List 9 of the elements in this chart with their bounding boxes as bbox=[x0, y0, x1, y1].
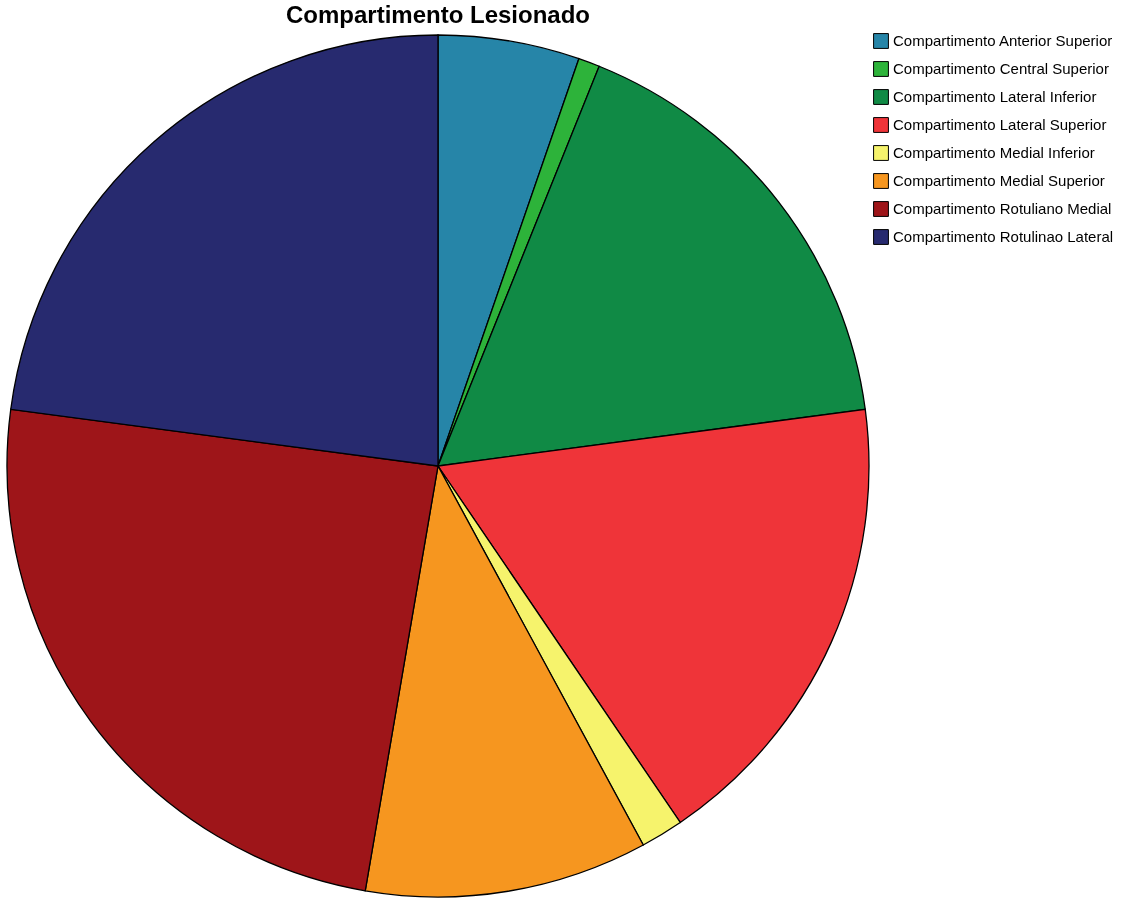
legend-label: Compartimento Medial Inferior bbox=[893, 144, 1095, 161]
chart-title: Compartimento Lesionado bbox=[285, 1, 591, 29]
legend-label: Compartimento Central Superior bbox=[893, 60, 1109, 77]
legend-label: Compartimento Rotuliano Medial bbox=[893, 200, 1112, 217]
legend-label: Compartimento Anterior Superior bbox=[893, 32, 1113, 49]
legend-label: Compartimento Rotulinao Lateral bbox=[893, 228, 1114, 245]
legend-label: Compartimento Lateral Inferior bbox=[893, 88, 1097, 105]
legend-label: Compartimento Medial Superior bbox=[893, 172, 1105, 189]
legend-label: Compartimento Lateral Superior bbox=[893, 116, 1107, 133]
